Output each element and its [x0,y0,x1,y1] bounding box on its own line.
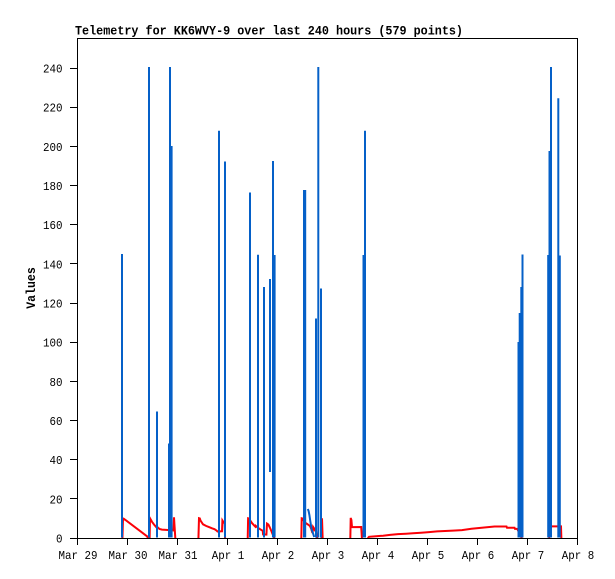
svg-text:Mar 31: Mar 31 [159,549,198,563]
svg-text:160: 160 [43,219,63,233]
svg-text:220: 220 [43,102,63,116]
svg-text:Apr 5: Apr 5 [412,549,445,563]
svg-text:Apr 8: Apr 8 [562,549,595,563]
svg-text:0: 0 [56,533,63,547]
svg-text:Apr 7: Apr 7 [512,549,545,563]
svg-text:Apr 6: Apr 6 [462,549,495,563]
svg-text:20: 20 [50,493,63,507]
svg-text:100: 100 [43,337,63,351]
svg-text:Apr 1: Apr 1 [212,549,245,563]
svg-text:Apr 3: Apr 3 [312,549,345,563]
svg-text:120: 120 [43,298,63,312]
svg-text:Mar 30: Mar 30 [109,549,148,563]
svg-text:Telemetry for KK6WVY-9 over la: Telemetry for KK6WVY-9 over last 240 hou… [75,25,463,39]
svg-text:Apr 4: Apr 4 [362,549,395,563]
svg-text:80: 80 [50,376,63,390]
svg-text:Apr 2: Apr 2 [262,549,295,563]
svg-text:Values: Values [25,267,39,309]
svg-text:Mar 29: Mar 29 [59,549,98,563]
svg-text:180: 180 [43,180,63,194]
svg-text:200: 200 [43,141,63,155]
svg-text:240: 240 [43,63,63,77]
svg-text:140: 140 [43,258,63,272]
svg-text:40: 40 [50,454,63,468]
svg-text:60: 60 [50,415,63,429]
